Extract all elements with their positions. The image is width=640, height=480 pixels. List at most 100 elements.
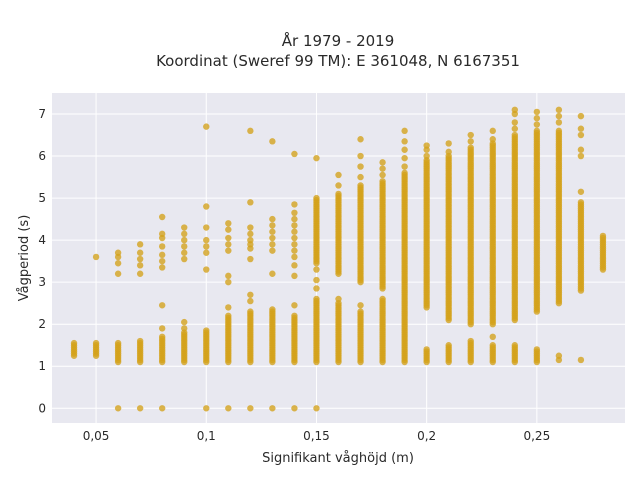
data-point — [401, 146, 408, 153]
data-point — [203, 243, 210, 250]
data-point — [445, 148, 452, 156]
data-point — [225, 226, 232, 233]
data-point — [467, 131, 474, 139]
data-point — [555, 106, 563, 114]
data-point — [247, 127, 254, 135]
data-point — [357, 182, 364, 189]
data-point — [291, 241, 298, 248]
data-point — [379, 171, 386, 179]
data-point — [225, 405, 232, 412]
data-point — [225, 272, 232, 280]
data-point — [158, 302, 166, 309]
data-point — [70, 339, 78, 347]
data-points — [70, 106, 607, 412]
data-point — [158, 405, 166, 412]
data-point — [379, 165, 386, 172]
data-point — [511, 125, 519, 132]
data-point — [291, 272, 298, 280]
x-tick-label: 0,1 — [197, 429, 216, 443]
x-tick-label: 0,15 — [303, 429, 330, 443]
data-point — [181, 325, 188, 332]
data-point — [181, 249, 188, 256]
data-point — [136, 255, 144, 263]
data-point — [225, 247, 232, 254]
data-point — [533, 127, 541, 135]
data-point — [291, 312, 298, 319]
data-point — [225, 220, 232, 227]
data-point — [335, 190, 342, 198]
y-tick-label: 0 — [38, 401, 46, 415]
data-point — [467, 144, 474, 151]
data-point — [379, 178, 386, 185]
data-point — [313, 405, 320, 412]
data-point — [445, 342, 452, 349]
data-point — [357, 163, 364, 170]
data-point — [247, 224, 254, 231]
data-point — [269, 222, 276, 229]
data-point — [269, 215, 276, 223]
data-point — [136, 337, 144, 345]
data-point — [203, 224, 210, 231]
data-point — [357, 173, 364, 181]
data-point — [335, 171, 342, 179]
data-point — [269, 270, 276, 277]
data-point — [577, 152, 585, 160]
data-point — [335, 182, 342, 189]
data-point — [181, 224, 188, 231]
data-point — [489, 136, 496, 143]
data-point — [158, 257, 166, 265]
data-point — [158, 213, 166, 221]
data-point — [511, 119, 519, 126]
data-point — [555, 112, 563, 120]
data-point — [577, 188, 585, 195]
data-point — [247, 291, 254, 298]
data-point — [291, 302, 298, 309]
data-point — [269, 241, 276, 248]
y-tick-labels: 0 1 2 3 4 5 6 7 — [38, 107, 46, 415]
data-point — [357, 302, 364, 309]
data-point — [269, 228, 276, 235]
data-point — [291, 215, 298, 223]
data-point — [555, 127, 563, 135]
y-tick-label: 7 — [38, 107, 46, 121]
data-point — [225, 278, 232, 286]
data-point — [291, 262, 298, 269]
data-point — [467, 138, 474, 145]
data-point — [489, 127, 496, 135]
y-tick-label: 6 — [38, 149, 46, 163]
data-point — [269, 247, 276, 254]
data-point — [577, 112, 585, 120]
y-tick-label: 3 — [38, 275, 46, 289]
data-point — [489, 333, 496, 341]
data-point — [291, 247, 298, 254]
data-point — [247, 236, 254, 244]
data-point — [401, 169, 408, 177]
data-point — [467, 337, 474, 345]
data-point — [92, 253, 100, 261]
x-tick-labels: 0,05 0,1 0,15 0,2 0,25 — [83, 429, 550, 443]
data-point — [291, 150, 298, 158]
x-tick-label: 0,05 — [83, 429, 110, 443]
x-axis-label: Signifikant våghöjd (m) — [262, 451, 414, 466]
y-tick-label: 2 — [38, 317, 46, 331]
data-point — [291, 405, 298, 412]
y-tick-label: 5 — [38, 191, 46, 205]
data-point — [291, 209, 298, 217]
data-point — [555, 352, 563, 359]
data-point — [158, 333, 166, 341]
y-tick-label: 4 — [38, 233, 46, 247]
data-point — [247, 199, 254, 206]
data-point — [401, 154, 408, 162]
data-point — [291, 253, 298, 261]
data-point — [114, 270, 122, 277]
data-point — [291, 201, 298, 208]
data-point — [599, 232, 607, 240]
data-point — [247, 308, 254, 315]
data-point — [401, 163, 408, 170]
data-point — [247, 255, 254, 263]
data-point — [291, 234, 298, 242]
data-point — [511, 342, 519, 349]
data-point — [533, 121, 541, 128]
data-point — [181, 255, 188, 263]
data-point — [533, 346, 541, 353]
